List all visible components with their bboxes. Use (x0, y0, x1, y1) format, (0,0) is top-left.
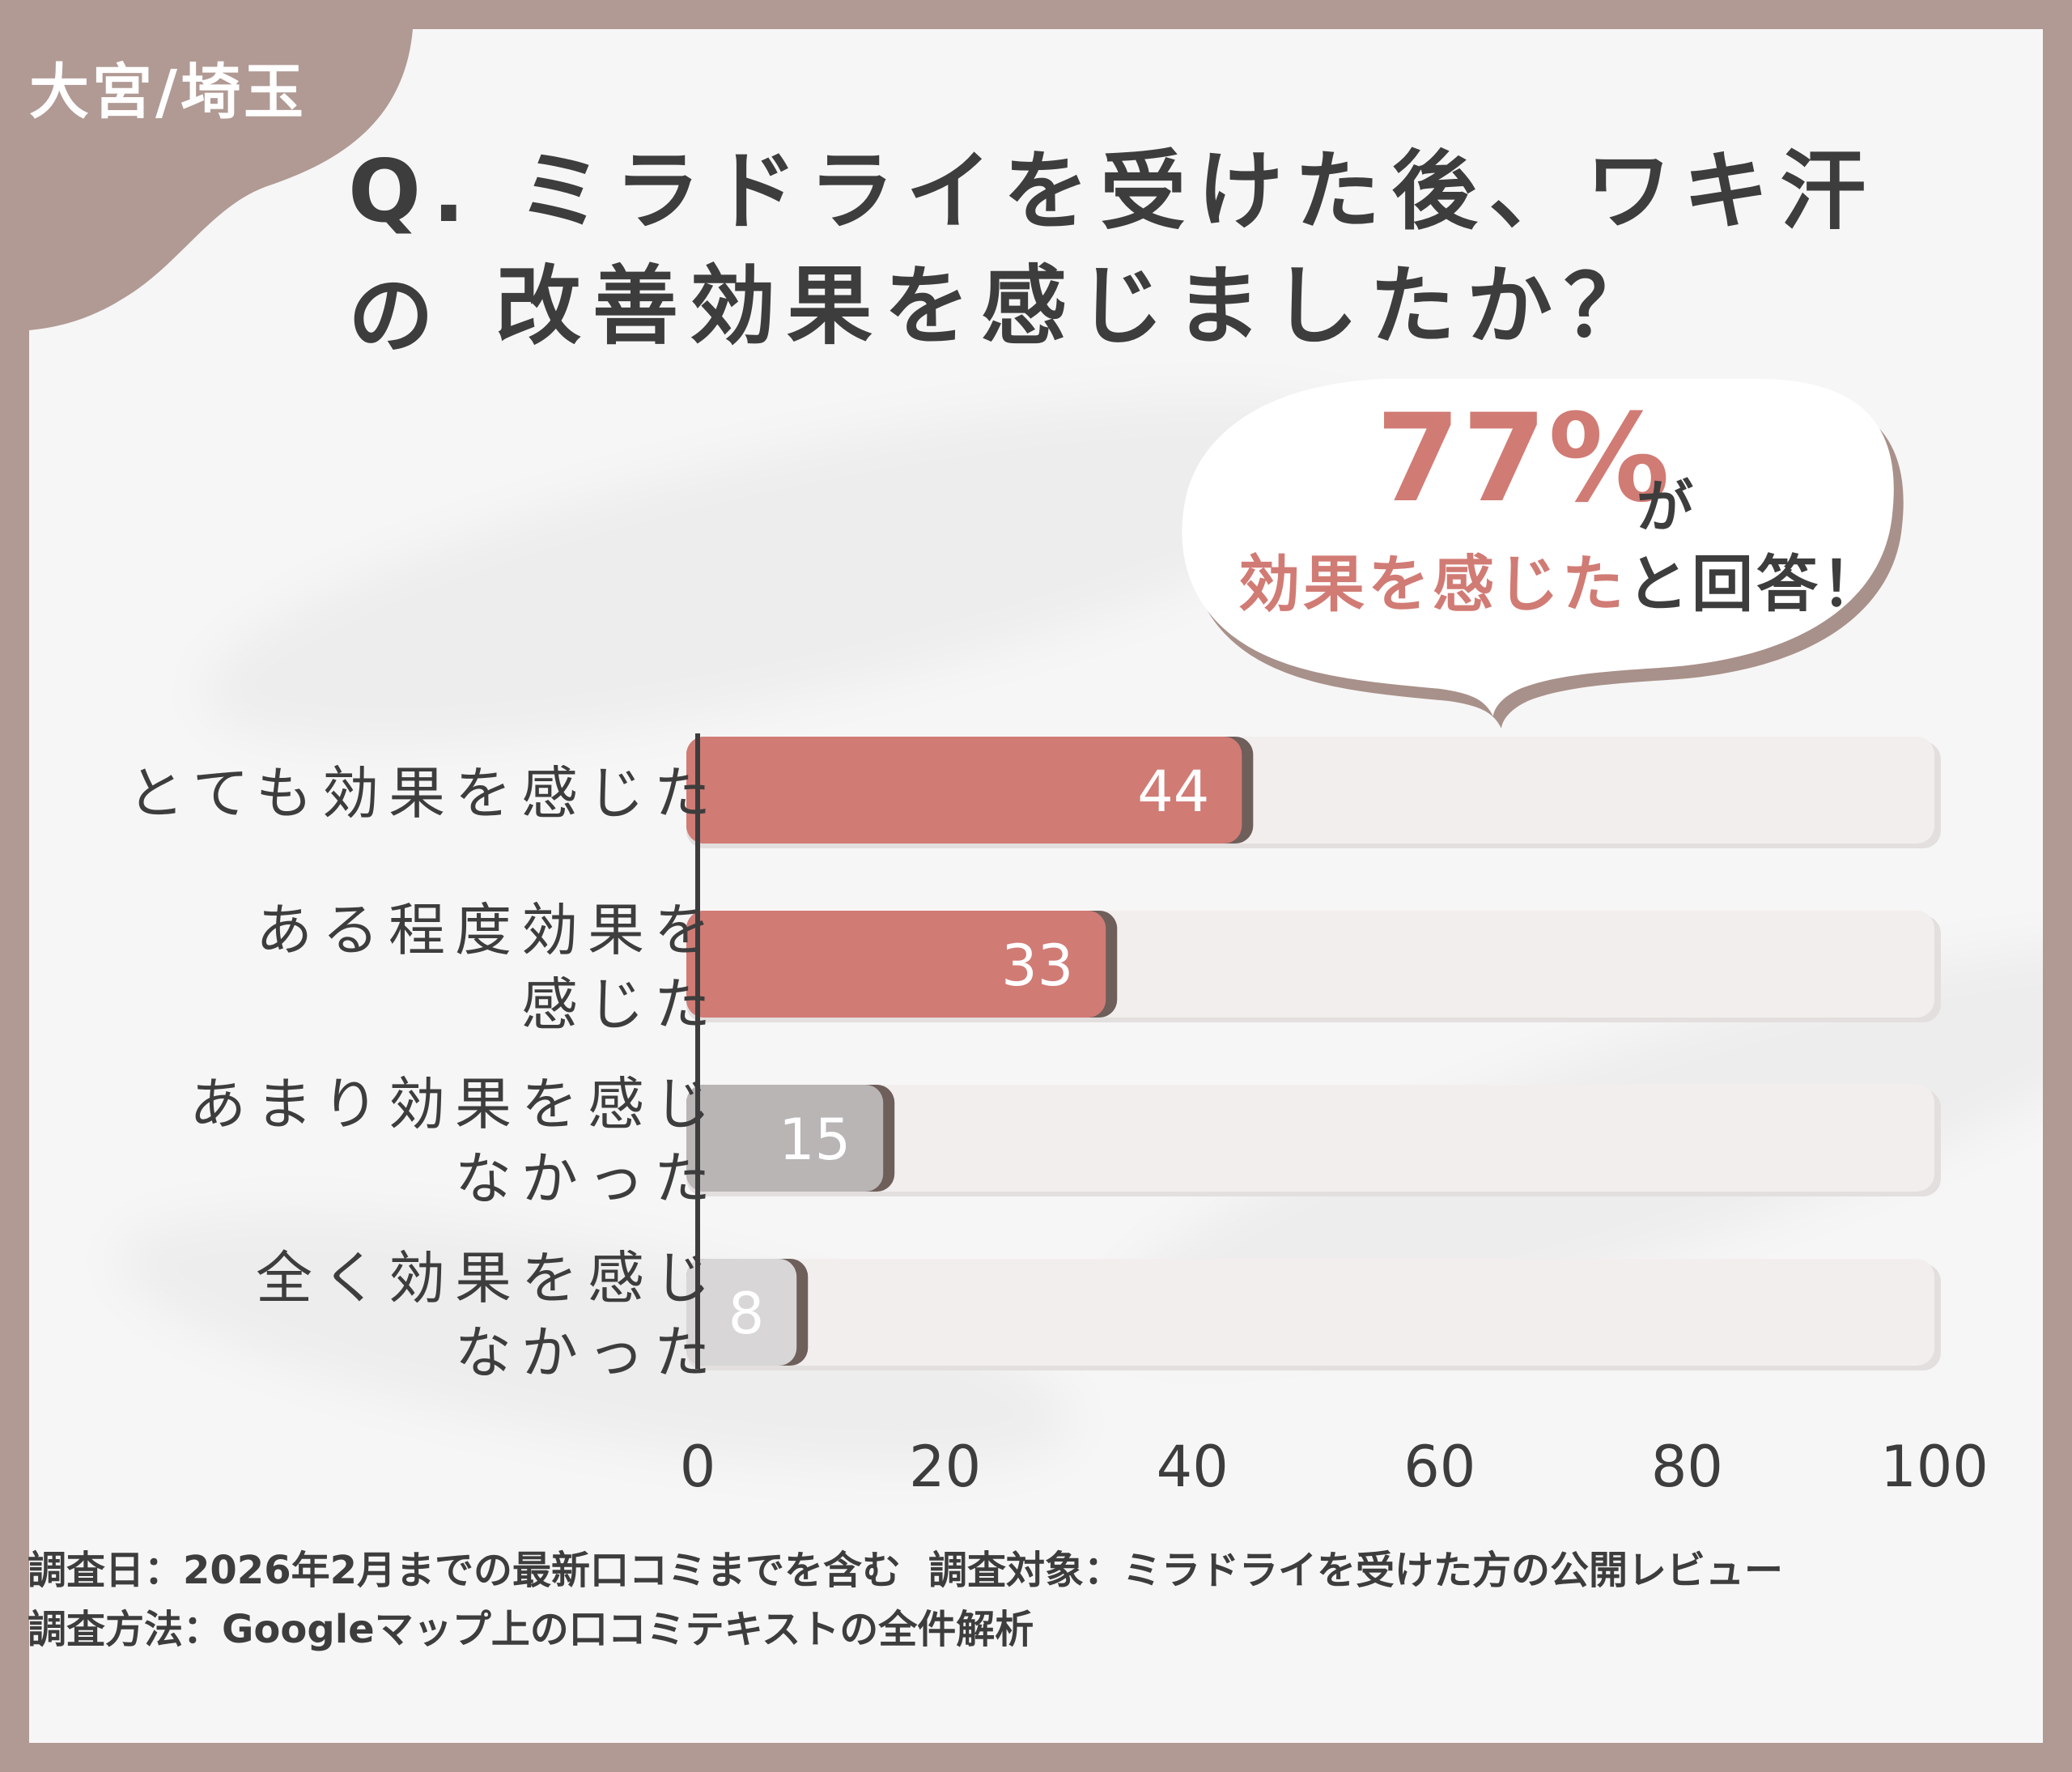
region-tag: 大宮/埼玉 (29, 57, 308, 127)
bar (686, 911, 1106, 1018)
survey-notes-line1: 調査日：2026年2月までの最新口コミまでを含む 調査対象：ミラドライを受けた方の… (28, 1538, 1811, 1595)
bar (686, 737, 1242, 844)
question-title-line2: 改善効果を感じましたか？ (495, 257, 1661, 356)
category-label: ある程度効果を 感じた (256, 897, 720, 1038)
region-tag-shape (29, 29, 413, 330)
callout-highlight: 効果を感じた (1238, 548, 1627, 620)
bar (686, 1085, 884, 1192)
survey-date-note: 調査日：2026年2月までの最新口コミまでを含む (28, 1548, 901, 1593)
bar-value-label: 33 (1001, 933, 1073, 999)
survey-target-note: 調査対象：ミラドライを受けた方の公開レビュー (928, 1548, 1784, 1593)
callout-text: 効果を感じたと回答！ (1238, 534, 1886, 623)
bar-track (686, 1259, 1934, 1366)
x-tick-label: 0 (680, 1434, 716, 1500)
bar-track (686, 1085, 1934, 1192)
bar-value-label: 8 (728, 1281, 765, 1347)
survey-method-note: 調査方法：Googleマップ上の口コミテキストの全件解析 (28, 1607, 1034, 1652)
category-label: 全く効果を感じ なかった (256, 1245, 720, 1386)
callout-rest: と回答！ (1627, 548, 1886, 620)
x-tick-label: 60 (1403, 1434, 1475, 1500)
x-tick-label: 20 (909, 1434, 981, 1500)
bar-value-label: 44 (1137, 759, 1209, 825)
x-tick-label: 100 (1880, 1434, 1989, 1500)
callout-percent: 77% (1376, 389, 1672, 529)
callout-percent-suffix: が (1637, 474, 1693, 540)
bar (686, 1259, 797, 1366)
category-label: とても効果を感じた (127, 760, 720, 827)
x-tick-label: 80 (1651, 1434, 1723, 1500)
bar-value-label: 15 (779, 1107, 851, 1173)
x-tick-label: 40 (1157, 1434, 1229, 1500)
question-title-line1: Q. ミラドライを受けた後、ワキ汗の (348, 142, 1878, 366)
infographic-card (29, 29, 2043, 1743)
category-label: あまり効果を感じ なかった (189, 1071, 720, 1212)
